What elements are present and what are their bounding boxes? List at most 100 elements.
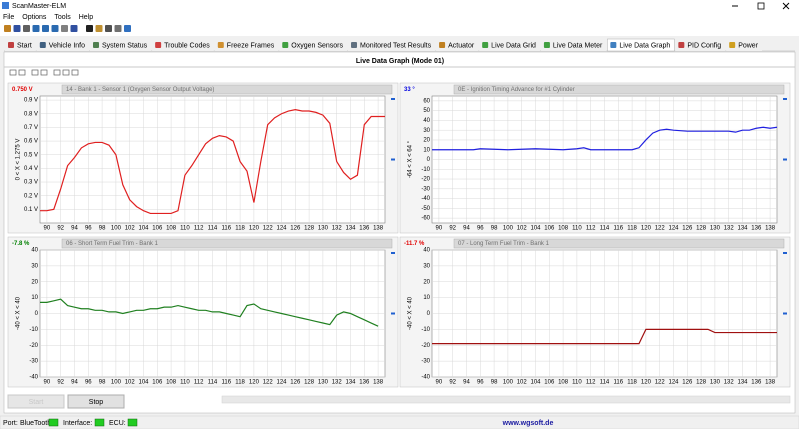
y-tick-label: -20 (421, 177, 430, 183)
x-tick-label: 98 (491, 226, 498, 232)
tab[interactable]: Live Data Meter (540, 39, 607, 51)
graph-tool-button[interactable] (71, 69, 79, 76)
chart: 07 - Long Term Fuel Trim - Bank 1 -11.7 %… (399, 236, 791, 388)
tab-label[interactable]: Start (17, 42, 32, 49)
toolbar-button[interactable] (51, 25, 59, 32)
x-tick-label: 128 (304, 380, 315, 386)
graph-tool-button[interactable] (62, 69, 70, 76)
x-tick-label: 126 (290, 380, 301, 386)
x-tick-label: 94 (71, 380, 78, 386)
maximize-button[interactable] (757, 2, 765, 10)
tab[interactable]: Actuator (436, 39, 479, 51)
graph-tool-button[interactable] (9, 69, 17, 76)
toolbar-button[interactable] (105, 25, 112, 32)
start-button-label[interactable]: Start (29, 399, 44, 406)
scale-marker (391, 312, 395, 315)
tab-label[interactable]: Power (738, 42, 759, 49)
start-button[interactable] (7, 394, 65, 409)
y-tick-label: 0.1 V (24, 207, 38, 213)
tab-background[interactable] (36, 39, 89, 51)
tab-label[interactable]: Oxygen Sensors (291, 42, 343, 49)
toolbar-button[interactable] (86, 25, 93, 32)
stop-button[interactable] (67, 394, 125, 409)
tab[interactable]: PID Config (675, 39, 726, 51)
graph-tool-button[interactable] (53, 69, 61, 76)
tab-background[interactable] (436, 39, 479, 51)
tab-label[interactable]: Monitored Test Results (360, 42, 432, 49)
tab-background[interactable] (675, 39, 726, 51)
toolbar-button[interactable] (4, 25, 11, 32)
x-tick-label: 100 (503, 380, 514, 386)
menu-item[interactable]: File (3, 14, 14, 21)
current-value: -7.8 % (12, 241, 30, 247)
scale-marker (783, 158, 787, 161)
tab[interactable]: Live Data Grid (479, 39, 540, 51)
tab-label[interactable]: Trouble Codes (164, 42, 210, 49)
port-indicator (48, 418, 59, 427)
graph-tool-button[interactable] (40, 69, 48, 76)
tab-background[interactable] (607, 38, 675, 52)
tab-icon (729, 42, 736, 48)
toolbar-button[interactable] (42, 25, 49, 32)
tab[interactable]: Oxygen Sensors (279, 39, 348, 51)
tab-background[interactable] (540, 39, 607, 51)
toolbar-button[interactable] (114, 25, 122, 32)
tab-background[interactable] (152, 39, 214, 51)
y-tick-label: -20 (421, 343, 430, 349)
tab-icon (155, 42, 162, 48)
graph-tool-button[interactable] (31, 69, 39, 76)
website-link[interactable]: www.wgsoft.de (502, 420, 554, 427)
toolbar-button[interactable] (23, 25, 30, 32)
tab-label[interactable]: Vehicle Info (49, 42, 85, 49)
scale-marker (391, 252, 395, 254)
toolbar-button[interactable] (61, 25, 68, 32)
x-tick-label: 130 (710, 226, 721, 232)
tab-background[interactable] (726, 39, 763, 51)
tab-label[interactable]: Live Data Meter (553, 42, 603, 49)
tab[interactable]: Freeze Frames (214, 39, 279, 51)
tab-label[interactable]: Live Data Graph (619, 42, 670, 49)
tab-label[interactable]: PID Config (687, 42, 721, 49)
tab-background[interactable] (214, 39, 279, 51)
tab-label[interactable]: Freeze Frames (227, 42, 275, 49)
y-tick-label: -30 (421, 359, 430, 365)
tab[interactable]: Vehicle Info (36, 39, 89, 51)
toolbar-button[interactable] (95, 25, 103, 32)
menu-item[interactable]: Options (22, 14, 47, 21)
close-button[interactable] (782, 2, 790, 10)
tab[interactable]: Monitored Test Results (348, 39, 436, 51)
graph-tool-button[interactable] (18, 69, 26, 76)
ecu-indicator (127, 418, 138, 427)
chart: 14 - Bank 1 - Sensor 1 (Oxygen Sensor Ou… (7, 82, 399, 234)
tab-label[interactable]: System Status (102, 42, 148, 49)
x-tick-label: 104 (530, 380, 541, 386)
scale-marker (783, 252, 787, 254)
tab-background[interactable] (348, 39, 436, 51)
tab[interactable]: System Status (90, 39, 152, 51)
tab-background[interactable] (479, 39, 540, 51)
x-tick-label: 96 (85, 226, 92, 232)
tab-label[interactable]: Actuator (448, 42, 475, 49)
scrollbar[interactable] (221, 395, 791, 404)
tab-background[interactable] (279, 39, 348, 51)
menu-item[interactable]: Tools (54, 14, 71, 21)
stop-button-label[interactable]: Stop (89, 399, 104, 406)
toolbar-button[interactable] (32, 25, 40, 32)
tab[interactable]: Trouble Codes (152, 39, 214, 51)
x-tick-label: 114 (208, 226, 218, 232)
x-tick-label: 116 (222, 380, 232, 386)
tab-label[interactable]: Live Data Grid (491, 42, 536, 49)
tab-background[interactable] (90, 39, 152, 51)
toolbar-button[interactable] (124, 25, 131, 32)
tab[interactable]: Start (5, 39, 36, 51)
tab[interactable]: Power (726, 39, 763, 51)
x-tick-label: 136 (359, 380, 370, 386)
x-tick-label: 134 (345, 380, 356, 386)
x-tick-label: 122 (655, 380, 666, 386)
x-tick-label: 132 (332, 226, 343, 232)
tab[interactable]: Live Data Graph (607, 38, 675, 52)
menu-item[interactable]: Help (79, 14, 94, 21)
y-tick-label: -30 (421, 186, 430, 192)
toolbar-button[interactable] (70, 25, 78, 32)
toolbar-button[interactable] (13, 25, 21, 32)
